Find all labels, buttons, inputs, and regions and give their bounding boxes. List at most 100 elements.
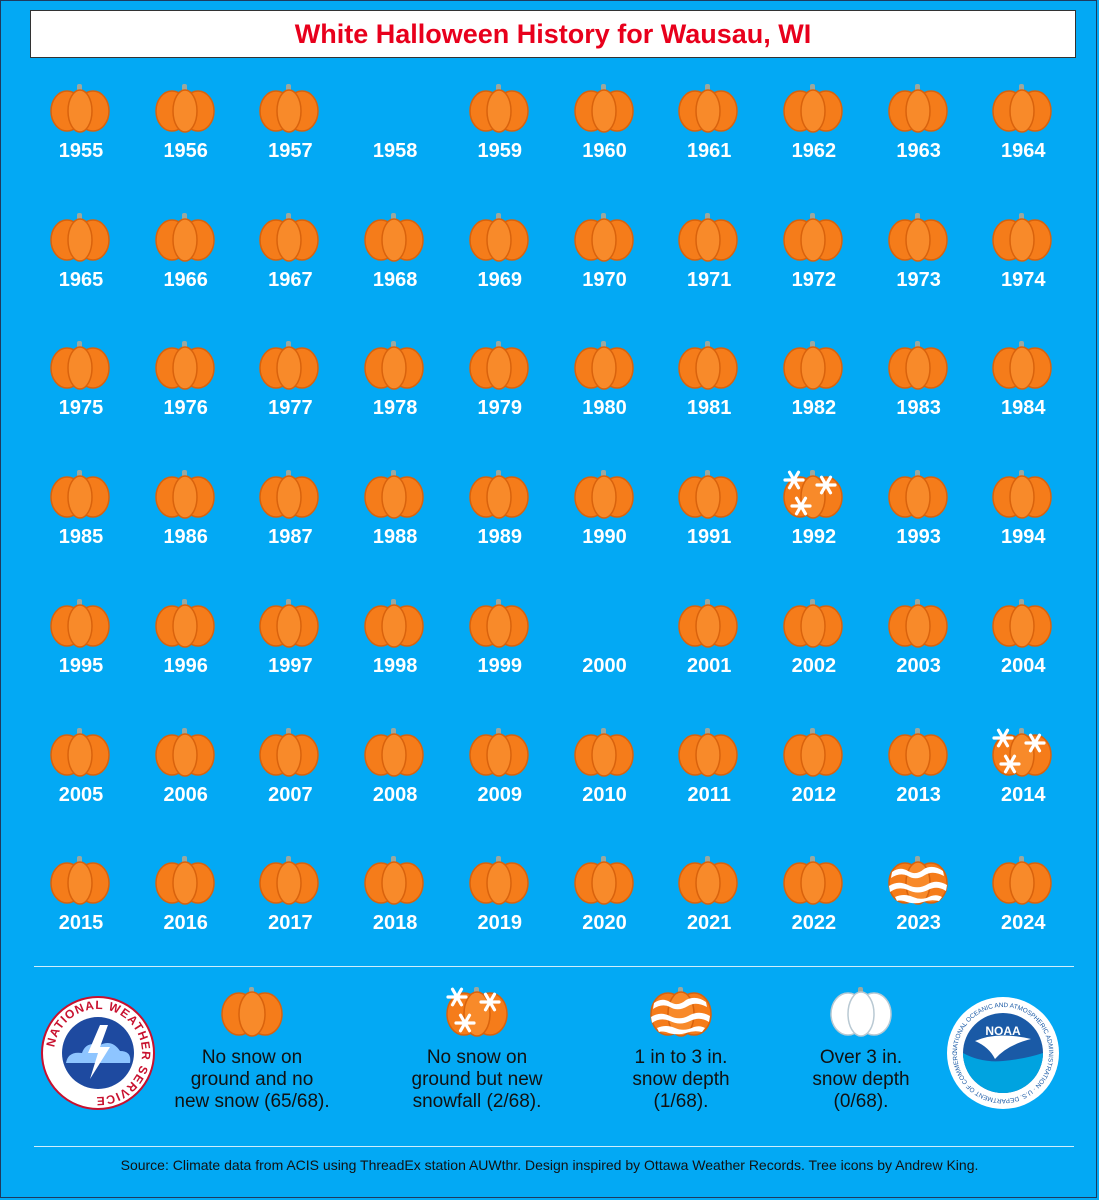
- year-cell: 1969: [448, 211, 552, 321]
- pumpkin-icon: [50, 470, 110, 519]
- pumpkin-icon: [573, 856, 634, 905]
- year-label: 1975: [58, 397, 104, 420]
- year-label: 1978: [372, 397, 418, 420]
- year-label: 1995: [58, 654, 104, 677]
- year-cell: 1961: [657, 82, 761, 192]
- year-label: 2022: [791, 912, 837, 935]
- year-label: 1958: [372, 140, 418, 162]
- year-cell: 2023: [867, 854, 971, 964]
- year-cell: 1999: [448, 597, 552, 707]
- year-label: 1993: [896, 526, 941, 549]
- year-label: 1972: [791, 268, 837, 291]
- pumpkin-icon: [678, 598, 738, 648]
- year-cell: 1985: [29, 468, 133, 578]
- year-cell: 1991: [657, 468, 761, 578]
- legend-depth13-line1: 1 in to 3 in.: [634, 1047, 728, 1068]
- year-cell: 2014: [971, 726, 1075, 836]
- pumpkin-icon: [154, 727, 215, 777]
- pumpkin-icon: [573, 341, 634, 391]
- pumpkin-icon: [887, 598, 948, 648]
- pumpkin-icon: [469, 470, 529, 519]
- legend-depth-over-3: Over 3 in. snow depth (0/68).: [761, 985, 961, 1113]
- legend-new-snow: No snow on ground but new snowfall (2/68…: [377, 985, 577, 1113]
- pumpkin-icon: [50, 341, 110, 391]
- year-label: 2017: [268, 912, 313, 935]
- year-cell: 2013: [867, 726, 971, 836]
- year-cell: 1967: [238, 211, 342, 321]
- year-cell: 1972: [762, 211, 866, 321]
- year-cell: 1973: [867, 211, 971, 321]
- pumpkin-icon: [259, 341, 320, 391]
- year-cell: 1978: [343, 339, 447, 449]
- pumpkin-icon: [783, 212, 843, 262]
- year-cell: 1970: [553, 211, 657, 321]
- year-cell: 1955: [29, 82, 133, 192]
- year-label: 2010: [582, 783, 627, 806]
- pumpkin-icon: [887, 341, 948, 391]
- year-cell: 1959: [448, 82, 552, 192]
- legend-depth13-line3: (1/68).: [653, 1091, 709, 1112]
- year-label: 1970: [582, 268, 627, 291]
- legend-depth13-line2: snow depth: [632, 1069, 730, 1090]
- year-label: 1981: [686, 397, 732, 420]
- year-label: 1983: [896, 397, 941, 420]
- year-label: 1988: [372, 526, 418, 549]
- year-cell: 1977: [238, 339, 342, 449]
- year-label: 2018: [372, 912, 418, 935]
- year-label: 1967: [268, 268, 313, 291]
- pumpkin-icon: [469, 598, 529, 648]
- year-label: 2012: [791, 783, 837, 806]
- pumpkin-icon: [573, 727, 634, 777]
- year-label: 2005: [58, 783, 104, 806]
- pumpkin-icon: [364, 727, 424, 777]
- pumpkin-icon: [678, 212, 738, 262]
- year-cell: 1979: [448, 339, 552, 449]
- year-label: 1999: [477, 654, 523, 677]
- pumpkin-icon: [259, 470, 320, 519]
- pumpkin-snow-bands-icon: [887, 856, 948, 905]
- legend-none-line1: No snow on: [201, 1047, 303, 1068]
- year-label: 1968: [372, 268, 418, 291]
- pumpkin-icon: [992, 598, 1053, 648]
- pumpkin-icon: [783, 856, 843, 905]
- year-cell: 2015: [29, 854, 133, 964]
- year-cell: 2018: [343, 854, 447, 964]
- year-label: 1989: [477, 526, 523, 549]
- pumpkin-icon: [259, 84, 320, 133]
- legend-new-line3: snowfall (2/68).: [412, 1091, 542, 1112]
- year-cell: 1976: [134, 339, 238, 449]
- year-cell: 2000: [553, 597, 657, 707]
- pumpkin-icon: [154, 212, 215, 262]
- year-cell: 1956: [134, 82, 238, 192]
- legend-depth3-line3: (0/68).: [833, 1091, 889, 1112]
- year-label: 1996: [163, 654, 208, 677]
- year-cell: 1983: [867, 339, 971, 449]
- year-label: 2006: [163, 783, 208, 806]
- pumpkin-icon: [887, 84, 948, 133]
- pumpkin-icon: [678, 470, 738, 519]
- year-cell: 1998: [343, 597, 447, 707]
- year-label: 1991: [686, 526, 732, 549]
- year-label: 1997: [268, 654, 313, 677]
- year-label: 2008: [372, 783, 418, 806]
- nws-logo: NATIONAL WEATHER SERVICE: [41, 996, 155, 1110]
- white-pumpkin-icon: [830, 987, 892, 1037]
- pumpkin-icon: [783, 341, 843, 391]
- noaa-logo: NOAA NATIONAL OCEANIC AND ATMOSPHERIC AD…: [945, 995, 1059, 1109]
- pumpkin-icon: [469, 341, 529, 391]
- legend-new-line1: No snow on: [426, 1047, 528, 1068]
- pumpkin-icon: [259, 598, 320, 648]
- pumpkin-icon: [573, 84, 634, 133]
- year-cell: 2011: [657, 726, 761, 836]
- year-cell: 2004: [971, 597, 1075, 707]
- pumpkin-icon: [678, 341, 738, 391]
- year-cell: 2016: [134, 854, 238, 964]
- title-box: White Halloween History for Wausau, WI: [30, 10, 1076, 58]
- pumpkin-icon: [469, 856, 529, 905]
- year-cell: 1997: [238, 597, 342, 707]
- year-cell: 1982: [762, 339, 866, 449]
- year-label: 2011: [687, 783, 731, 806]
- legend-depth3-line1: Over 3 in.: [819, 1047, 903, 1068]
- pumpkin-icon: [154, 856, 215, 905]
- year-label: 1973: [896, 268, 941, 291]
